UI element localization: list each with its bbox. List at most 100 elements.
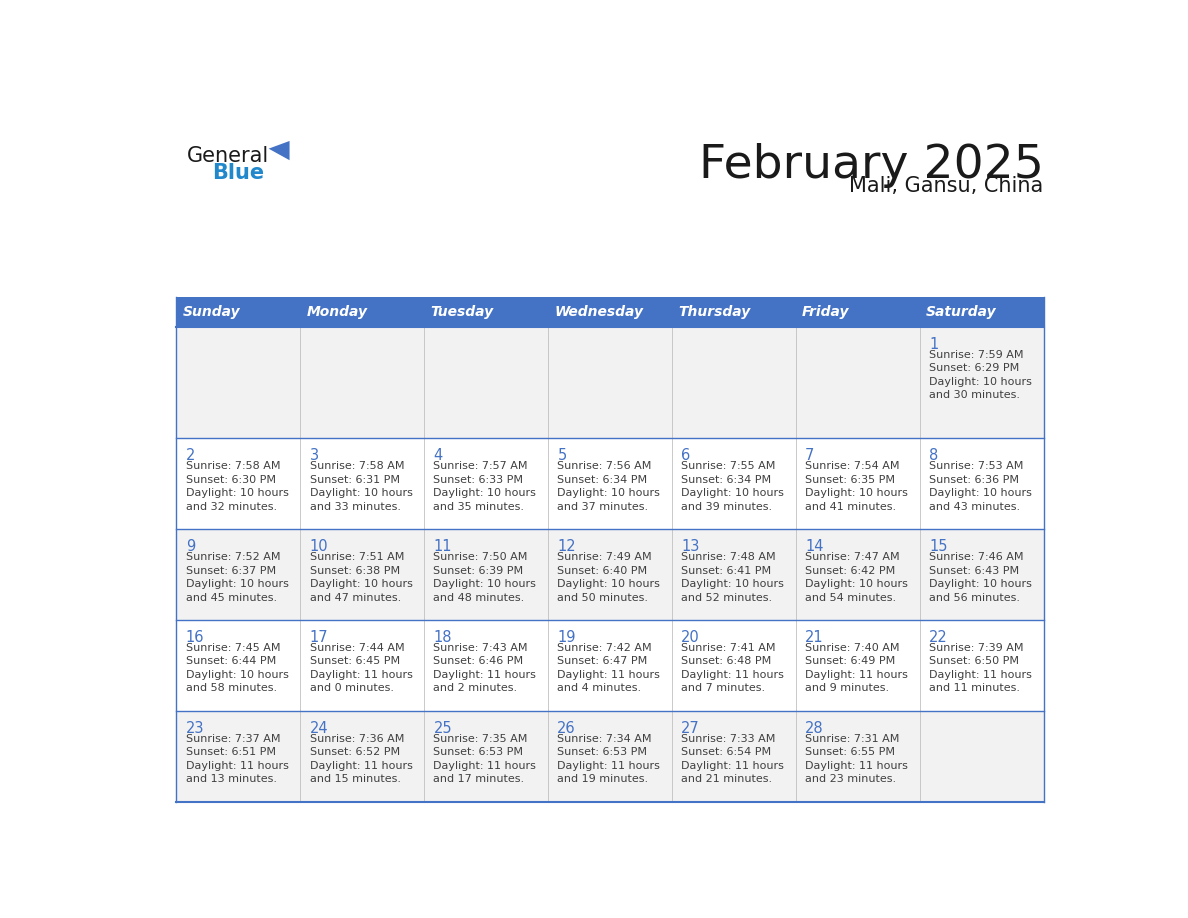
Text: Tuesday: Tuesday [430,305,493,319]
Text: Sunset: 6:40 PM: Sunset: 6:40 PM [557,565,647,576]
Text: Daylight: 10 hours: Daylight: 10 hours [310,579,412,589]
Text: and 47 minutes.: and 47 minutes. [310,592,400,602]
Text: and 7 minutes.: and 7 minutes. [681,683,765,693]
Text: Sunset: 6:37 PM: Sunset: 6:37 PM [185,565,276,576]
Text: 4: 4 [434,448,443,464]
Text: and 54 minutes.: and 54 minutes. [805,592,896,602]
Bar [176,327,1043,438]
Text: Daylight: 11 hours: Daylight: 11 hours [681,761,784,771]
Text: 8: 8 [929,448,939,464]
Text: 9: 9 [185,539,195,554]
Text: Daylight: 11 hours: Daylight: 11 hours [557,670,661,680]
Text: Sunset: 6:35 PM: Sunset: 6:35 PM [805,475,895,485]
Text: Sunrise: 7:48 AM: Sunrise: 7:48 AM [681,552,776,562]
Text: 1: 1 [929,337,939,352]
Text: Sunset: 6:34 PM: Sunset: 6:34 PM [557,475,647,485]
Text: Sunrise: 7:36 AM: Sunrise: 7:36 AM [310,733,404,744]
Text: 6: 6 [681,448,690,464]
Text: 5: 5 [557,448,567,464]
Text: 17: 17 [310,630,328,645]
Text: and 2 minutes.: and 2 minutes. [434,683,518,693]
Text: Daylight: 10 hours: Daylight: 10 hours [185,488,289,498]
Text: Daylight: 10 hours: Daylight: 10 hours [434,488,536,498]
Text: Sunset: 6:29 PM: Sunset: 6:29 PM [929,364,1019,373]
Polygon shape [268,141,290,161]
Text: Daylight: 11 hours: Daylight: 11 hours [557,761,661,771]
Text: and 21 minutes.: and 21 minutes. [681,774,772,784]
Text: Sunrise: 7:56 AM: Sunrise: 7:56 AM [557,461,652,471]
Text: Sunrise: 7:58 AM: Sunrise: 7:58 AM [185,461,280,471]
Text: Sunrise: 7:46 AM: Sunrise: 7:46 AM [929,552,1024,562]
Text: and 45 minutes.: and 45 minutes. [185,592,277,602]
Text: Sunrise: 7:34 AM: Sunrise: 7:34 AM [557,733,652,744]
Text: February 2025: February 2025 [699,143,1043,188]
Text: and 50 minutes.: and 50 minutes. [557,592,649,602]
Text: Sunset: 6:39 PM: Sunset: 6:39 PM [434,565,524,576]
Text: Sunset: 6:44 PM: Sunset: 6:44 PM [185,656,276,666]
Text: Sunrise: 7:33 AM: Sunrise: 7:33 AM [681,733,776,744]
Text: and 13 minutes.: and 13 minutes. [185,774,277,784]
Text: and 32 minutes.: and 32 minutes. [185,502,277,511]
Text: Sunset: 6:30 PM: Sunset: 6:30 PM [185,475,276,485]
Text: Daylight: 10 hours: Daylight: 10 hours [185,579,289,589]
Text: Saturday: Saturday [925,305,997,319]
Text: and 9 minutes.: and 9 minutes. [805,683,890,693]
Text: Sunset: 6:43 PM: Sunset: 6:43 PM [929,565,1019,576]
Text: and 19 minutes.: and 19 minutes. [557,774,649,784]
Text: Sunset: 6:53 PM: Sunset: 6:53 PM [434,747,524,757]
Text: Sunset: 6:55 PM: Sunset: 6:55 PM [805,747,895,757]
Text: 22: 22 [929,630,948,645]
Text: 7: 7 [805,448,815,464]
Bar [176,620,1043,711]
Text: Sunrise: 7:57 AM: Sunrise: 7:57 AM [434,461,527,471]
Text: Sunrise: 7:42 AM: Sunrise: 7:42 AM [557,643,652,653]
Text: Mali, Gansu, China: Mali, Gansu, China [849,175,1043,196]
Text: and 39 minutes.: and 39 minutes. [681,502,772,511]
Text: Sunset: 6:41 PM: Sunset: 6:41 PM [681,565,771,576]
Text: Daylight: 11 hours: Daylight: 11 hours [310,761,412,771]
Text: Daylight: 10 hours: Daylight: 10 hours [681,488,784,498]
Text: Daylight: 10 hours: Daylight: 10 hours [929,376,1032,386]
Text: Sunset: 6:42 PM: Sunset: 6:42 PM [805,565,896,576]
Text: 2: 2 [185,448,195,464]
Text: Sunrise: 7:49 AM: Sunrise: 7:49 AM [557,552,652,562]
Text: 27: 27 [681,721,700,735]
Text: Sunset: 6:38 PM: Sunset: 6:38 PM [310,565,399,576]
Text: Daylight: 10 hours: Daylight: 10 hours [185,670,289,680]
Text: Daylight: 10 hours: Daylight: 10 hours [557,488,661,498]
Text: 15: 15 [929,539,948,554]
Text: 3: 3 [310,448,318,464]
Text: Sunset: 6:34 PM: Sunset: 6:34 PM [681,475,771,485]
Text: and 48 minutes.: and 48 minutes. [434,592,525,602]
Text: Sunrise: 7:47 AM: Sunrise: 7:47 AM [805,552,899,562]
Text: Sunrise: 7:50 AM: Sunrise: 7:50 AM [434,552,527,562]
Text: Daylight: 10 hours: Daylight: 10 hours [929,579,1032,589]
Text: Sunset: 6:46 PM: Sunset: 6:46 PM [434,656,524,666]
Text: Sunrise: 7:40 AM: Sunrise: 7:40 AM [805,643,899,653]
Text: Monday: Monday [307,305,367,319]
Text: 21: 21 [805,630,823,645]
Text: Daylight: 10 hours: Daylight: 10 hours [310,488,412,498]
Text: and 41 minutes.: and 41 minutes. [805,502,896,511]
Text: 19: 19 [557,630,576,645]
Bar [176,711,1043,801]
Text: 14: 14 [805,539,823,554]
Text: Blue: Blue [211,162,264,183]
Text: Sunrise: 7:39 AM: Sunrise: 7:39 AM [929,643,1024,653]
Text: Sunrise: 7:59 AM: Sunrise: 7:59 AM [929,350,1024,360]
Text: Sunset: 6:51 PM: Sunset: 6:51 PM [185,747,276,757]
Text: Sunrise: 7:37 AM: Sunrise: 7:37 AM [185,733,280,744]
Text: Sunset: 6:52 PM: Sunset: 6:52 PM [310,747,399,757]
Text: and 58 minutes.: and 58 minutes. [185,683,277,693]
Text: Daylight: 11 hours: Daylight: 11 hours [805,670,908,680]
Bar [176,529,1043,620]
Text: Sunset: 6:31 PM: Sunset: 6:31 PM [310,475,399,485]
Text: and 30 minutes.: and 30 minutes. [929,390,1020,400]
Text: Wednesday: Wednesday [555,305,643,319]
Text: Sunset: 6:50 PM: Sunset: 6:50 PM [929,656,1019,666]
Text: Sunrise: 7:52 AM: Sunrise: 7:52 AM [185,552,280,562]
Text: and 35 minutes.: and 35 minutes. [434,502,524,511]
Text: 11: 11 [434,539,451,554]
Bar [176,297,1043,327]
Text: and 17 minutes.: and 17 minutes. [434,774,525,784]
